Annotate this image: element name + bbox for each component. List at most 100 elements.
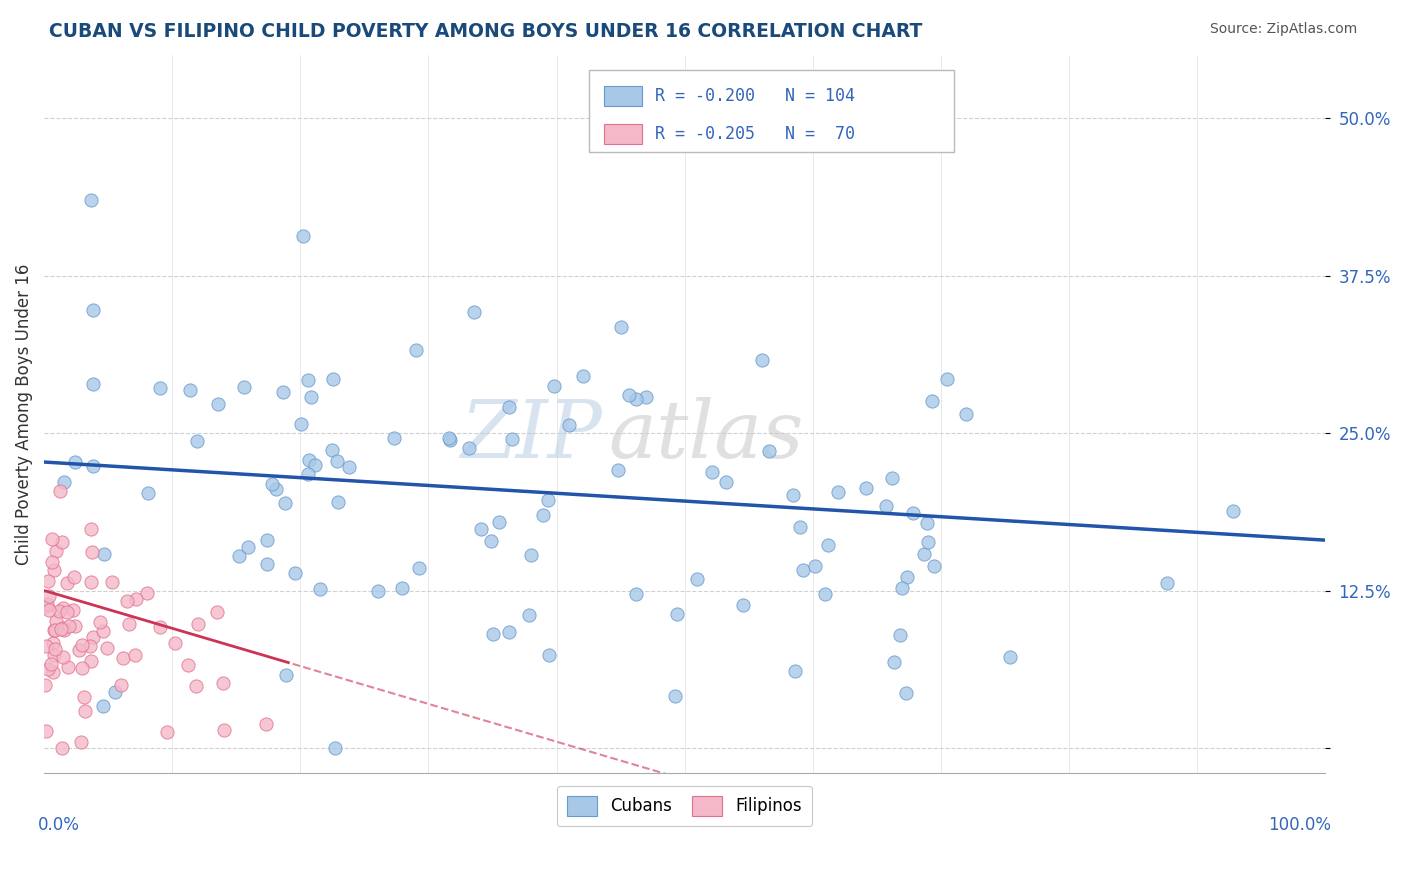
Point: [163, 636, 186, 650]
Point: [955, 407, 977, 421]
Point: [187, 617, 209, 632]
Point: [408, 561, 430, 575]
Point: [700, 465, 723, 479]
Point: [45, 544, 67, 558]
Point: [37, 662, 59, 676]
Point: [875, 499, 897, 513]
Point: [44, 642, 66, 657]
Point: [80, 575, 103, 590]
Y-axis label: Child Poverty Among Boys Under 16: Child Poverty Among Boys Under 16: [15, 263, 32, 565]
Point: [48, 604, 70, 618]
Point: [42, 648, 65, 662]
Point: [519, 607, 541, 622]
Point: [67, 642, 90, 657]
Point: [531, 508, 554, 522]
Point: [758, 443, 780, 458]
Point: [498, 625, 520, 640]
Point: [115, 593, 138, 607]
Point: [35, 723, 58, 738]
Point: [156, 725, 179, 739]
Point: [41, 532, 63, 546]
Point: [80, 523, 103, 537]
Point: [482, 626, 505, 640]
Point: [882, 471, 904, 485]
Point: [110, 678, 132, 692]
Point: [82, 377, 104, 392]
Point: [39, 657, 62, 672]
Point: [1156, 576, 1178, 591]
Point: [626, 392, 648, 406]
Text: 0.0%: 0.0%: [38, 816, 80, 834]
Point: [297, 373, 319, 387]
Point: [89, 615, 111, 629]
Point: [323, 741, 346, 756]
Point: [817, 538, 839, 552]
Point: [264, 482, 287, 496]
Point: [70, 638, 93, 652]
Point: [80, 654, 103, 668]
Point: [664, 689, 686, 703]
Point: [205, 605, 228, 619]
Point: [104, 684, 127, 698]
Point: [53, 623, 76, 637]
Point: [917, 535, 939, 549]
Point: [803, 559, 825, 574]
Point: [82, 303, 104, 318]
Point: [921, 394, 943, 409]
Point: [51, 535, 73, 549]
Point: [915, 516, 938, 530]
Point: [367, 584, 389, 599]
Point: [284, 566, 307, 580]
Point: [782, 488, 804, 502]
Point: [686, 573, 709, 587]
Point: [304, 458, 326, 472]
Point: [298, 452, 321, 467]
Point: [186, 679, 208, 693]
Point: [337, 460, 360, 475]
Point: [70, 661, 93, 675]
Point: [207, 397, 229, 411]
Point: [935, 372, 957, 386]
Point: [148, 620, 170, 634]
Point: [457, 441, 479, 455]
Point: [177, 657, 200, 672]
Point: [998, 650, 1021, 665]
Point: [37, 599, 59, 613]
Point: [93, 547, 115, 561]
Point: [789, 520, 811, 534]
Point: [889, 628, 911, 642]
Point: [41, 555, 63, 569]
Point: [814, 587, 837, 601]
Point: [299, 390, 322, 404]
Point: [56, 659, 79, 673]
Point: [55, 605, 77, 619]
Point: [321, 442, 343, 457]
Point: [519, 549, 541, 563]
Point: [292, 229, 315, 244]
Point: [111, 651, 134, 665]
Point: [254, 716, 277, 731]
Point: [100, 574, 122, 589]
Point: [274, 668, 297, 682]
Text: ZIP: ZIP: [460, 397, 602, 475]
Point: [488, 515, 510, 529]
Point: [52, 600, 75, 615]
Bar: [605, 124, 643, 144]
Point: [138, 486, 160, 500]
Point: [610, 319, 633, 334]
Point: [439, 433, 461, 447]
Point: [634, 390, 657, 404]
Point: [233, 380, 256, 394]
Point: [82, 630, 104, 644]
Point: [238, 540, 260, 554]
Point: [665, 607, 688, 622]
Point: [290, 417, 312, 431]
Point: [52, 650, 75, 665]
Point: [136, 585, 159, 599]
Point: [118, 617, 141, 632]
Point: [38, 603, 60, 617]
Point: [912, 548, 935, 562]
Point: [73, 690, 96, 705]
Point: [883, 655, 905, 669]
Point: [498, 401, 520, 415]
